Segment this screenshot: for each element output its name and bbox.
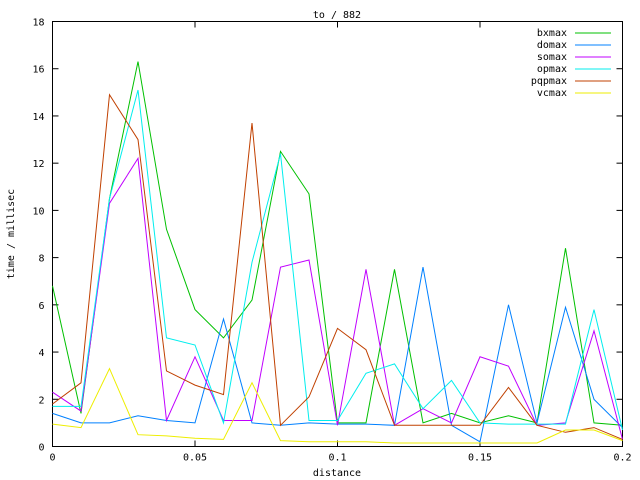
x-tick-label: 0.2	[613, 453, 631, 464]
legend-label-bxmax: bxmax	[537, 28, 567, 39]
y-tick-label: 0	[38, 443, 44, 454]
series-line-pqpmax	[52, 93, 623, 440]
x-tick-label: 0	[49, 453, 55, 464]
y-tick-label: 6	[38, 301, 44, 312]
x-axis-label: distance	[313, 468, 361, 479]
series-line-bxmax	[52, 61, 623, 426]
chart-title: to / 882	[313, 10, 361, 21]
y-tick-label: 16	[32, 65, 44, 76]
y-tick-label: 4	[38, 348, 44, 359]
series-line-vcmax	[52, 367, 623, 444]
x-tick-label: 0.05	[183, 453, 207, 464]
legend-label-domax: domax	[537, 40, 567, 51]
y-tick-label: 18	[32, 18, 44, 29]
x-tick-label: 0.1	[328, 453, 346, 464]
legend-label-pqpmax: pqpmax	[531, 76, 567, 87]
legend-label-vcmax: vcmax	[537, 88, 567, 99]
series-line-opmax	[52, 89, 623, 431]
x-tick-label: 0.15	[468, 453, 492, 464]
series-line-domax	[52, 267, 623, 443]
legend-label-somax: somax	[537, 52, 567, 63]
y-tick-label: 12	[32, 159, 44, 170]
y-axis-label: time / millisec	[6, 189, 17, 279]
y-tick-label: 10	[32, 206, 44, 217]
y-tick-label: 8	[38, 254, 44, 265]
legend-label-opmax: opmax	[537, 64, 567, 75]
series-line-somax	[52, 156, 623, 440]
y-tick-label: 2	[38, 395, 44, 406]
y-tick-label: 14	[32, 112, 44, 123]
